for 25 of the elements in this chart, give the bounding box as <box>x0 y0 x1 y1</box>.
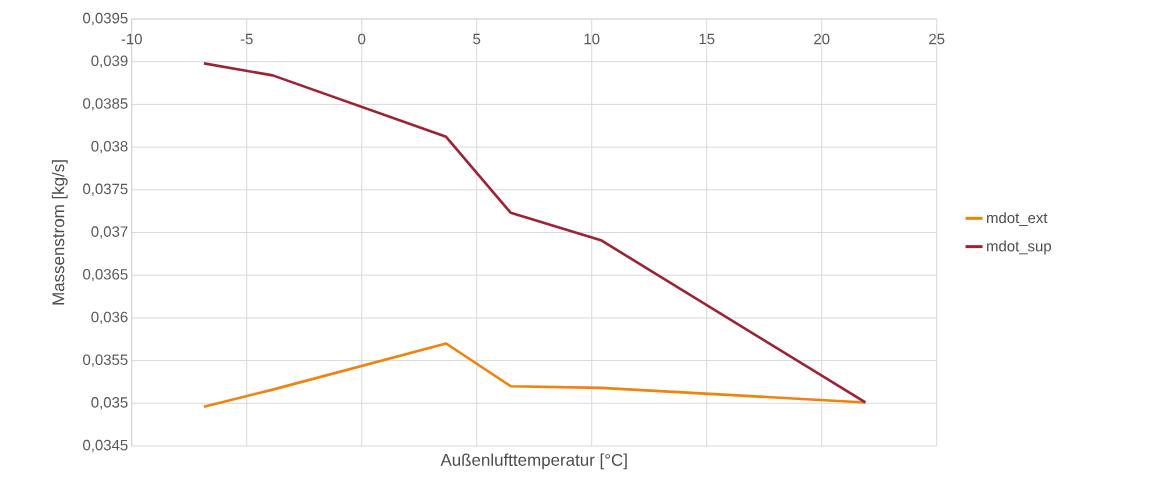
y-tick-label: 0,0345 <box>83 439 128 453</box>
y-tick-label: 0,0385 <box>83 98 128 111</box>
legend-label: mdot_ext <box>987 212 1048 226</box>
y-tick-label: 0,035 <box>91 397 128 410</box>
x-tick-label: -5 <box>240 33 253 45</box>
y-tick-label: 0,0355 <box>83 354 128 367</box>
x-tick-label: 5 <box>473 33 481 45</box>
line-series <box>202 342 867 408</box>
x-tick-label: 0 <box>358 33 366 45</box>
y-axis-title: Massenstrom [kg/s] <box>51 160 68 305</box>
y-tick-label: 0,036 <box>91 311 128 325</box>
y-tick-label: 0,039 <box>91 55 128 68</box>
legend-label: mdot_sup <box>987 240 1052 255</box>
x-tick-label: 15 <box>699 33 715 45</box>
line-series <box>202 62 867 404</box>
y-tick-label: 0,038 <box>91 140 128 154</box>
x-tick-label: 25 <box>929 33 945 45</box>
y-tick-label: 0,037 <box>91 226 128 239</box>
x-tick-label: 10 <box>584 33 600 45</box>
y-tick-label: 0,0365 <box>83 269 128 282</box>
y-tick-label: 0,0375 <box>83 183 128 196</box>
x-axis-title: Außenlufttemperatur [°C] <box>440 453 627 470</box>
y-tick-label: 0,0395 <box>83 12 128 26</box>
x-tick-label: -10 <box>121 33 142 45</box>
x-tick-label: 20 <box>814 33 830 45</box>
